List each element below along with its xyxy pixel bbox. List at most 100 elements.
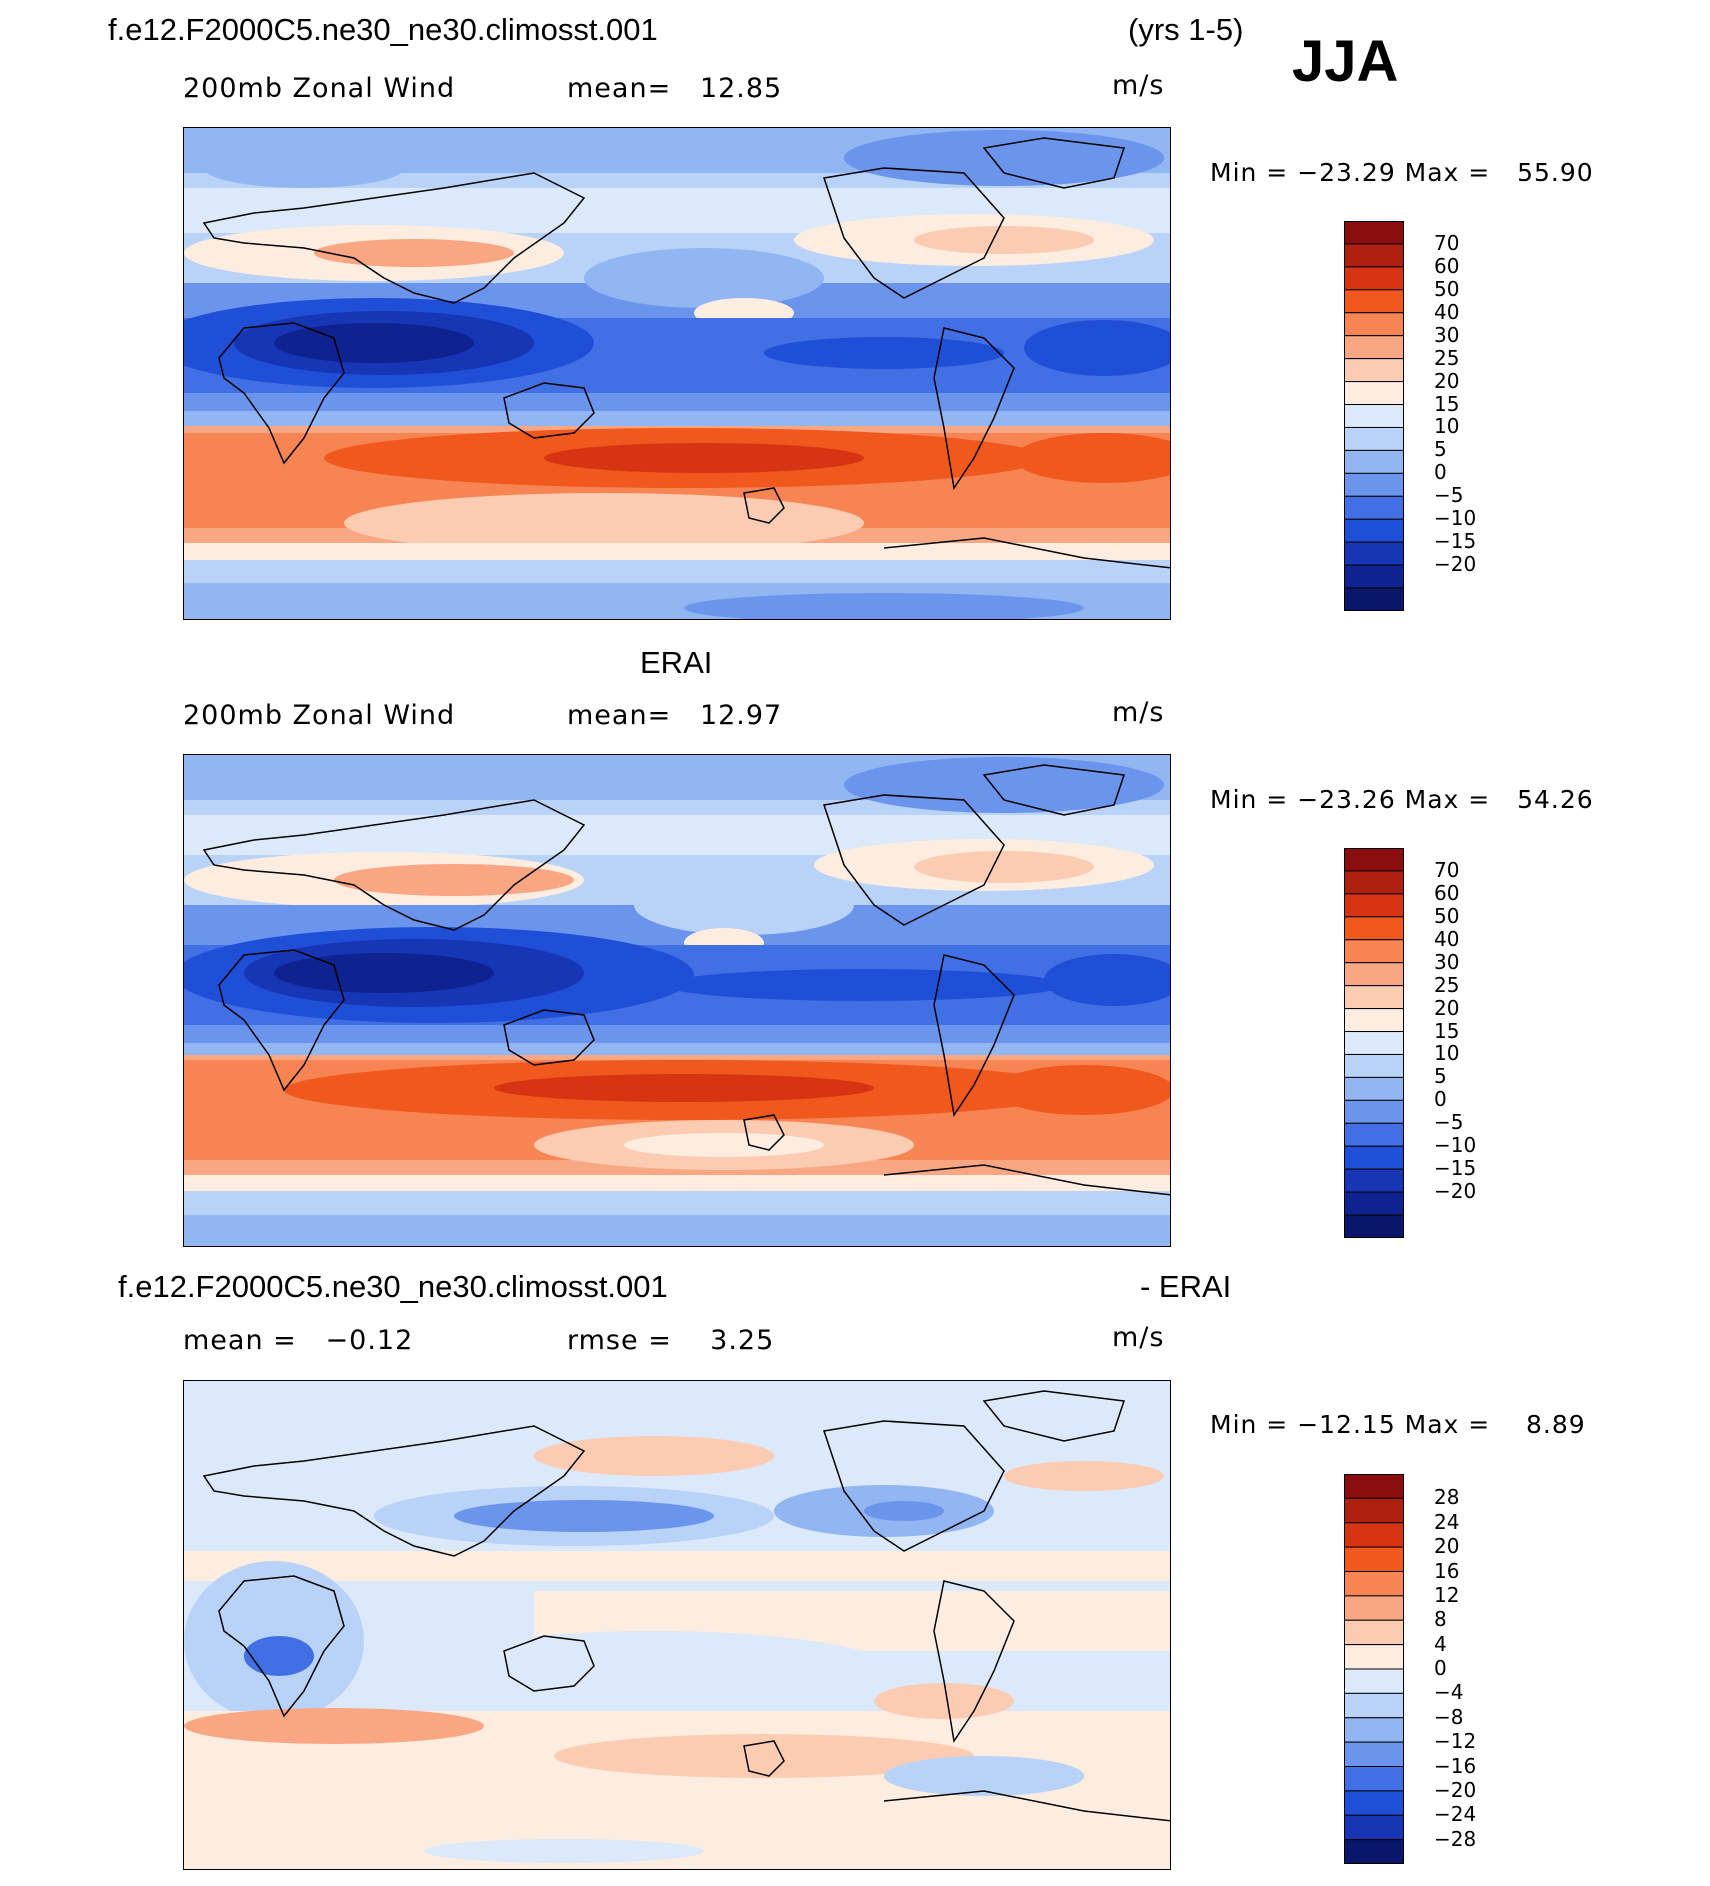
colorbar-tick-label: −4 [1434, 1680, 1464, 1705]
years-label: (yrs 1-5) [1128, 12, 1244, 47]
colorbar-swatch [1344, 1145, 1404, 1170]
colorbar-tick-label: −12 [1434, 1729, 1477, 1754]
season-label: JJA [1292, 29, 1399, 94]
colorbar-swatch [1344, 518, 1404, 543]
colorbar-tick-label: −5 [1434, 483, 1464, 508]
colorbar-swatch [1344, 1008, 1404, 1033]
panel1-variable: 200mb Zonal Wind [183, 73, 456, 104]
case-title: f.e12.F2000C5.ne30_ne30.climosst.001 [108, 12, 658, 47]
colorbar-swatch [1344, 564, 1404, 589]
colorbar-tick-label: 4 [1434, 1631, 1447, 1656]
colorbar-tick-label: 5 [1434, 1064, 1447, 1089]
colorbar-tick-label: 25 [1434, 972, 1460, 997]
panel1-colorbar-swatches [1344, 221, 1404, 611]
colorbar-tick-label: 0 [1434, 460, 1447, 485]
colorbar-tick-label: 30 [1434, 949, 1460, 974]
colorbar-swatch [1344, 1168, 1404, 1193]
panel2-mean: mean= 12.97 [567, 700, 783, 731]
colorbar-swatch [1344, 1076, 1404, 1101]
colorbar-tick-label: 60 [1434, 880, 1460, 905]
colorbar-swatch [1344, 1191, 1404, 1216]
colorbar-tick-label: 10 [1434, 1041, 1460, 1066]
colorbar-tick-label: −20 [1434, 1179, 1477, 1204]
colorbar-swatch [1344, 1814, 1404, 1841]
panel2-variable: 200mb Zonal Wind [183, 700, 456, 731]
colorbar-tick-label: 20 [1434, 368, 1460, 393]
colorbar-swatch [1344, 1790, 1404, 1816]
colorbar-tick-label: 16 [1434, 1558, 1460, 1583]
colorbar-tick-label: 12 [1434, 1582, 1460, 1607]
colorbar-swatch [1344, 1741, 1404, 1767]
colorbar-tick-label: 0 [1434, 1656, 1447, 1680]
panel3-colorbar [1344, 1474, 1404, 1864]
colorbar-swatch [1344, 266, 1404, 291]
panel3-minmax: Min = −12.15 Max = 8.89 [1210, 1410, 1586, 1439]
colorbar-swatch [1344, 1692, 1404, 1719]
colorbar-swatch [1344, 870, 1404, 895]
colorbar-swatch [1344, 893, 1404, 918]
panel2-colorbar [1344, 848, 1404, 1238]
colorbar-swatch [1344, 358, 1404, 383]
colorbar-tick-label: −15 [1434, 529, 1477, 554]
panel3-title-left: f.e12.F2000C5.ne30_ne30.climosst.001 [118, 1269, 668, 1304]
colorbar-swatch [1344, 1546, 1404, 1572]
colorbar-swatch [1344, 312, 1404, 337]
colorbar-swatch [1344, 221, 1404, 245]
colorbar-tick-label: −10 [1434, 506, 1477, 531]
colorbar-swatch [1344, 449, 1404, 474]
colorbar-tick-label: 8 [1434, 1607, 1447, 1632]
colorbar-tick-label: −28 [1434, 1826, 1477, 1851]
colorbar-swatch [1344, 335, 1404, 360]
colorbar-swatch [1344, 962, 1404, 987]
panel2-title: ERAI [640, 645, 713, 680]
colorbar-tick-label: 20 [1434, 995, 1460, 1020]
colorbar-tick-label: −20 [1434, 1777, 1477, 1802]
colorbar-tick-label: 28 [1434, 1485, 1460, 1510]
panel3-title-right: - ERAI [1140, 1269, 1232, 1304]
panel3-rmse: rmse = 3.25 [567, 1325, 775, 1356]
colorbar-swatch [1344, 289, 1404, 314]
panel1-units: m/s [1112, 70, 1165, 101]
panel1-colorbar [1344, 221, 1404, 611]
colorbar-swatch [1344, 404, 1404, 428]
panel2-minmax: Min = −23.26 Max = 54.26 [1210, 785, 1594, 814]
panel2-units: m/s [1112, 697, 1165, 728]
panel2-field [184, 755, 1170, 1246]
colorbar-tick-label: 40 [1434, 299, 1460, 324]
colorbar-tick-label: 0 [1434, 1087, 1447, 1112]
panel2-map [183, 754, 1171, 1247]
panel3-map [183, 1380, 1171, 1870]
colorbar-swatch [1344, 1571, 1404, 1597]
colorbar-swatch [1344, 939, 1404, 964]
colorbar-tick-label: 60 [1434, 253, 1460, 278]
panel3-units: m/s [1112, 1322, 1165, 1353]
colorbar-swatch [1344, 1474, 1404, 1499]
colorbar-tick-label: −5 [1434, 1110, 1464, 1135]
colorbar-tick-label: 40 [1434, 926, 1460, 951]
colorbar-tick-label: 15 [1434, 1018, 1460, 1043]
panel3-mean: mean = −0.12 [183, 1325, 414, 1356]
colorbar-swatch [1344, 1031, 1404, 1055]
panel1-mean: mean= 12.85 [567, 73, 783, 104]
panel3-colorbar-swatches [1344, 1474, 1404, 1864]
panel3-field [184, 1381, 1170, 1869]
colorbar-tick-label: 30 [1434, 322, 1460, 347]
colorbar-tick-label: 50 [1434, 903, 1460, 928]
colorbar-swatch [1344, 243, 1404, 268]
colorbar-swatch [1344, 1099, 1404, 1124]
colorbar-swatch [1344, 495, 1404, 520]
colorbar-tick-label: 24 [1434, 1509, 1460, 1534]
colorbar-swatch [1344, 916, 1404, 941]
colorbar-swatch [1344, 472, 1404, 497]
colorbar-swatch [1344, 1595, 1404, 1621]
panel1-minmax: Min = −23.29 Max = 55.90 [1210, 158, 1594, 187]
colorbar-swatch [1344, 541, 1404, 566]
colorbar-tick-label: 5 [1434, 437, 1447, 462]
colorbar-swatch [1344, 985, 1404, 1010]
panel2-colorbar-swatches [1344, 848, 1404, 1238]
panel1-field [184, 128, 1170, 619]
colorbar-tick-label: 70 [1434, 857, 1460, 882]
colorbar-swatch [1344, 1522, 1404, 1548]
colorbar-tick-label: 20 [1434, 1534, 1460, 1559]
colorbar-swatch [1344, 1766, 1404, 1792]
